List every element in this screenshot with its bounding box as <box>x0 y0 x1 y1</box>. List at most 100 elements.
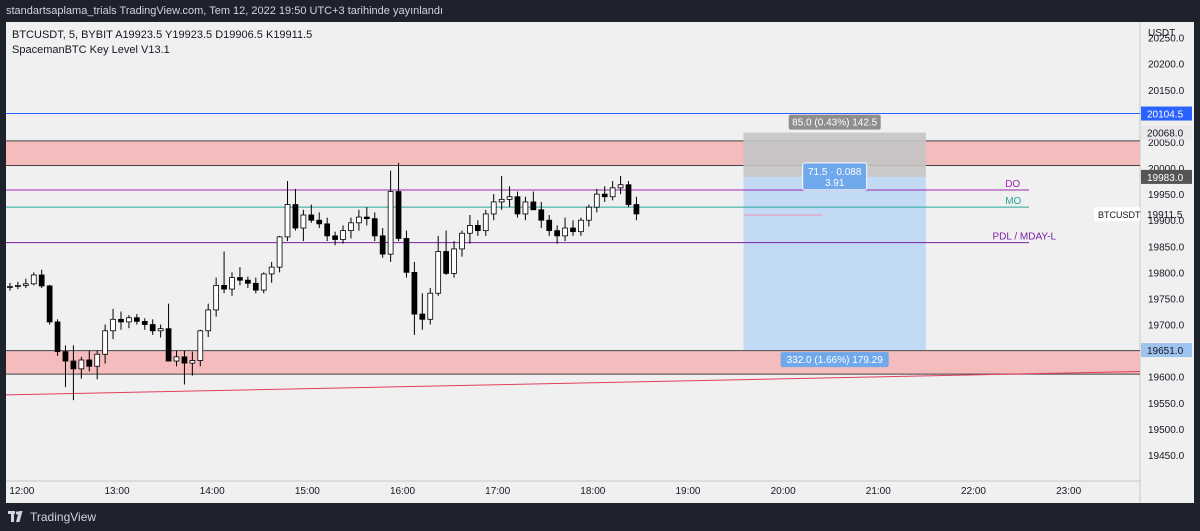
candle-body[interactable] <box>94 353 101 367</box>
candle-body[interactable] <box>356 216 362 224</box>
candle-body[interactable] <box>506 196 513 200</box>
candle-body[interactable] <box>252 282 259 291</box>
candle-body[interactable] <box>276 236 283 268</box>
stop-price-tag-bg <box>1141 125 1192 140</box>
candle-body[interactable] <box>617 184 624 189</box>
candle-body[interactable] <box>514 196 521 215</box>
candle-body[interactable] <box>7 286 13 288</box>
candle-body[interactable] <box>197 330 204 361</box>
candle-body[interactable] <box>205 309 212 332</box>
candle-body[interactable] <box>245 279 251 284</box>
candle-body[interactable] <box>189 360 196 364</box>
candle-body[interactable] <box>173 356 180 362</box>
supply-demand-zone <box>6 140 1140 166</box>
candle-body[interactable] <box>435 251 442 294</box>
candle-body[interactable] <box>498 198 505 203</box>
target-info-label: 332.0 (1.66%) 179.29 <box>787 355 884 366</box>
time-tick-label: 23:00 <box>1056 486 1081 497</box>
candle-body[interactable] <box>54 321 61 353</box>
candle-body[interactable] <box>62 351 69 362</box>
candle-body[interactable] <box>625 184 632 205</box>
candle-body[interactable] <box>522 201 529 215</box>
candle-body[interactable] <box>316 219 323 225</box>
candle-body[interactable] <box>348 222 354 232</box>
level-label: DO <box>1005 179 1020 190</box>
candle-body[interactable] <box>260 273 267 291</box>
candle-body[interactable] <box>578 219 584 233</box>
candle-body[interactable] <box>284 204 291 238</box>
candle-body[interactable] <box>102 330 108 355</box>
candle-body[interactable] <box>308 214 315 221</box>
candle-body[interactable] <box>22 283 29 286</box>
candle-body[interactable] <box>133 317 140 322</box>
candle-body[interactable] <box>213 285 220 311</box>
candle-body[interactable] <box>482 213 489 232</box>
candle-body[interactable] <box>221 285 227 290</box>
candle-body[interactable] <box>141 320 148 325</box>
candle-body[interactable] <box>38 274 45 287</box>
candle-body[interactable] <box>609 187 616 198</box>
candle-body[interactable] <box>467 225 473 234</box>
chart-panel[interactable]: DO MO PDL / MDAY-L 19450.0 19500.0 19550.0 19… <box>5 22 1194 503</box>
time-tick-label: 14:00 <box>200 486 225 497</box>
candle-body[interactable] <box>633 204 640 215</box>
price-chart[interactable]: DO MO PDL / MDAY-L 19450.0 19500.0 19550.0 19… <box>5 22 1194 503</box>
candle-body[interactable] <box>570 227 576 233</box>
candle-body[interactable] <box>546 219 553 232</box>
candle-body[interactable] <box>126 317 132 323</box>
candle-body[interactable] <box>363 216 370 220</box>
ratio-info-box <box>802 162 868 191</box>
candle-body[interactable] <box>30 274 37 285</box>
candle-body[interactable] <box>86 359 93 367</box>
candle-body[interactable] <box>300 214 307 229</box>
candle-body[interactable] <box>554 230 560 237</box>
time-tick-label: 21:00 <box>866 486 891 497</box>
tradingview-logo-icon <box>8 511 23 522</box>
candle-body[interactable] <box>459 232 465 250</box>
candle-body[interactable] <box>229 277 235 290</box>
candle-body[interactable] <box>149 324 156 332</box>
candle-body[interactable] <box>268 266 275 275</box>
candle-body[interactable] <box>538 209 545 221</box>
candle-body[interactable] <box>70 360 77 370</box>
candle-body[interactable] <box>395 191 402 239</box>
candle-body[interactable] <box>593 193 600 208</box>
price-tick-label: 19800.0 <box>1148 268 1185 279</box>
candle-body[interactable] <box>78 359 85 370</box>
time-tick-label: 19:00 <box>675 486 700 497</box>
candle-body[interactable] <box>340 230 346 240</box>
trend-line <box>5 370 1141 396</box>
candle-body[interactable] <box>118 318 124 323</box>
candle-body[interactable] <box>181 356 188 364</box>
candle-body[interactable] <box>443 251 449 274</box>
candle-body[interactable] <box>46 285 53 323</box>
candle-body[interactable] <box>324 223 331 237</box>
symbol-info: BTCUSDT, 5, BYBIT A19923.5 Y19923.5 D199… <box>12 29 312 41</box>
candle-body[interactable] <box>387 191 394 255</box>
candle-body[interactable] <box>332 235 338 240</box>
symbol-tag-bg <box>1094 207 1140 222</box>
candle-body[interactable] <box>490 201 497 215</box>
candle-body[interactable] <box>474 225 481 232</box>
candle-body[interactable] <box>586 206 592 221</box>
candle-body[interactable] <box>530 201 537 211</box>
candle-body[interactable] <box>165 328 172 362</box>
candle-body[interactable] <box>157 328 164 332</box>
price-tick-label: 19550.0 <box>1148 399 1185 410</box>
candle-body[interactable] <box>411 271 418 315</box>
candle-body[interactable] <box>601 193 608 198</box>
price-tick-label: 20000.0 <box>1148 164 1185 175</box>
candle-body[interactable] <box>379 235 386 255</box>
candle-body[interactable] <box>427 292 434 320</box>
candle-body[interactable] <box>237 277 243 281</box>
candle-body[interactable] <box>419 313 426 320</box>
candle-body[interactable] <box>562 227 568 237</box>
candle-body[interactable] <box>110 318 116 332</box>
candle-body[interactable] <box>292 204 299 229</box>
candle-body[interactable] <box>403 238 410 273</box>
plot-background <box>6 22 1140 481</box>
candle-body[interactable] <box>371 218 378 237</box>
candle-body[interactable] <box>15 285 21 287</box>
candle-body[interactable] <box>451 248 457 274</box>
